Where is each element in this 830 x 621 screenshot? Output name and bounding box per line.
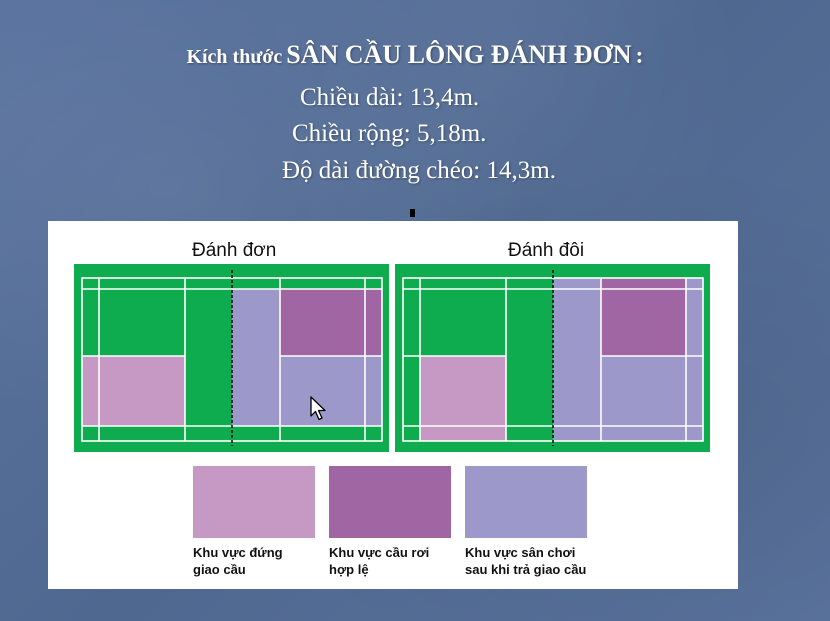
doubles-play-area-back bbox=[601, 356, 703, 441]
doubles-serve-landing-area bbox=[601, 278, 686, 356]
singles-serve-stand-area bbox=[82, 356, 185, 426]
length-line: Chiều dài: 13,4m. bbox=[300, 84, 480, 111]
singles-court-lines bbox=[81, 277, 383, 442]
title-lead: Kích thước bbox=[186, 46, 283, 68]
doubles-play-area-front bbox=[553, 278, 601, 441]
legend-swatch-play-area bbox=[465, 466, 587, 538]
stray-dot bbox=[410, 209, 415, 217]
legend-swatch-serve-landing bbox=[329, 466, 451, 538]
slide-title: Kích thước SÂN CẦU LÔNG ĐÁNH ĐƠN : bbox=[0, 40, 830, 70]
doubles-label: Đánh đôi bbox=[508, 240, 585, 261]
width-line: Chiều rộng: 5,18m. bbox=[292, 120, 487, 147]
legend-label-serve-landing-line2: hợp lệ bbox=[329, 562, 369, 577]
title-colon: : bbox=[635, 43, 644, 69]
title-main: SÂN CẦU LÔNG ĐÁNH ĐƠN bbox=[286, 40, 632, 69]
singles-court bbox=[74, 264, 389, 452]
mouse-cursor-icon bbox=[310, 396, 326, 421]
legend-label-play-area: Khu vực sân chơi sau khi trả giao cầu bbox=[465, 544, 586, 578]
diagonal-line: Độ dài đường chéo: 14,3m. bbox=[282, 157, 556, 184]
doubles-court bbox=[395, 264, 710, 452]
legend-label-play-area-line2: sau khi trả giao cầu bbox=[465, 562, 587, 577]
singles-play-area-back bbox=[280, 356, 382, 426]
legend-label-serve-stand: Khu vực đứng giao cầu bbox=[193, 544, 283, 578]
legend-label-serve-stand-line2: giao cầu bbox=[193, 562, 246, 577]
singles-serve-landing-area bbox=[280, 289, 382, 356]
doubles-play-area-side bbox=[686, 278, 703, 356]
doubles-serve-stand-area bbox=[420, 356, 506, 441]
legend-label-serve-landing: Khu vực cầu rơi hợp lệ bbox=[329, 544, 429, 578]
singles-play-area-front bbox=[232, 289, 280, 426]
legend-label-serve-stand-line1: Khu vực đứng bbox=[193, 545, 283, 560]
legend-label-play-area-line1: Khu vực sân chơi bbox=[465, 545, 576, 560]
legend-swatch-serve-stand bbox=[193, 466, 315, 538]
singles-label: Đánh đơn bbox=[192, 240, 277, 261]
legend-label-serve-landing-line1: Khu vực cầu rơi bbox=[329, 545, 430, 560]
